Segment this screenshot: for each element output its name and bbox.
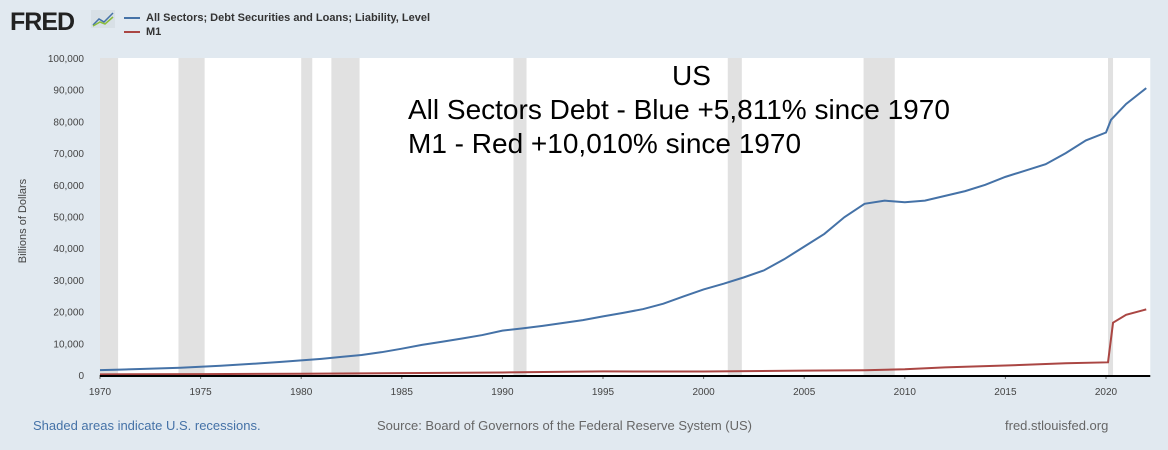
recession-band	[1108, 58, 1114, 375]
y-tick-label: 10,000	[53, 339, 84, 350]
y-tick-label: 30,000	[53, 276, 84, 287]
legend-swatch	[124, 31, 140, 34]
y-tick-label: 80,000	[53, 117, 84, 128]
y-tick-label: 100,000	[48, 54, 85, 65]
legend-swatch	[124, 17, 140, 20]
x-tick-label: 2010	[894, 387, 917, 398]
plot-background	[100, 58, 1151, 375]
recession-band	[301, 58, 313, 375]
legend: All Sectors; Debt Securities and Loans; …	[124, 11, 430, 39]
x-tick-label: 1980	[290, 387, 313, 398]
plot: 0 10,000 20,000 30,000 40,000 50,000 60,000 70,…	[48, 54, 1151, 398]
series-line-debt	[99, 87, 1147, 372]
recession-band	[178, 58, 205, 375]
legend-label: M1	[146, 26, 162, 38]
source-note: Source: Board of Governors of the Federa…	[377, 418, 752, 433]
x-tick-label: 1975	[189, 387, 212, 398]
fred-logo[interactable]: FRED	[10, 8, 75, 36]
y-tick-label: 90,000	[53, 86, 84, 97]
legend-item-m1[interactable]: M1	[124, 25, 430, 39]
x-tick-label: 2020	[1095, 387, 1118, 398]
site-link[interactable]: fred.stlouisfed.org	[1005, 418, 1109, 433]
y-tick-label: 50,000	[53, 213, 84, 224]
y-tick-label: 70,000	[53, 149, 84, 160]
x-tick-label: 2005	[793, 387, 816, 398]
recessions-note[interactable]: Shaded areas indicate U.S. recessions.	[33, 418, 261, 433]
recession-band	[513, 58, 527, 375]
x-tick-label: 1995	[592, 387, 615, 398]
y-tick-label: 0	[78, 371, 84, 382]
recession-band	[727, 58, 742, 375]
legend-label: All Sectors; Debt Securities and Loans; …	[146, 12, 431, 24]
legend-item-debt[interactable]: All Sectors; Debt Securities and Loans; …	[124, 11, 430, 25]
recession-band	[331, 58, 360, 375]
x-tick-label: 1985	[391, 387, 414, 398]
y-tick-label: 40,000	[53, 244, 84, 255]
annotation-line2: M1 - Red +10,010% since 1970	[408, 128, 802, 159]
x-tick-label: 2015	[994, 387, 1017, 398]
fred-chart-icon	[91, 10, 115, 28]
x-tick-label: 2000	[692, 387, 715, 398]
annotation-title: US	[672, 60, 711, 91]
annotation-line1: All Sectors Debt - Blue +5,811% since 19…	[408, 94, 950, 125]
x-tick-label: 1990	[491, 387, 514, 398]
y-tick-label: 60,000	[53, 181, 84, 192]
recession-band	[863, 58, 895, 375]
y-tick-label: 20,000	[53, 308, 84, 319]
series-line-m1	[99, 308, 1147, 376]
x-tick-label: 1970	[89, 387, 112, 398]
recession-band	[100, 58, 119, 375]
